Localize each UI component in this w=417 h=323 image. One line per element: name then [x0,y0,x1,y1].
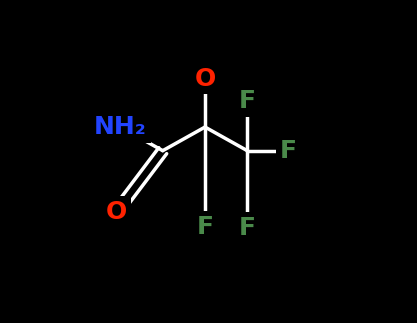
Text: O: O [194,67,216,90]
Text: NH₂: NH₂ [94,115,147,139]
Text: F: F [196,214,214,239]
Text: F: F [239,89,256,113]
Text: F: F [239,216,256,240]
Text: O: O [106,200,127,224]
Text: F: F [280,139,297,163]
